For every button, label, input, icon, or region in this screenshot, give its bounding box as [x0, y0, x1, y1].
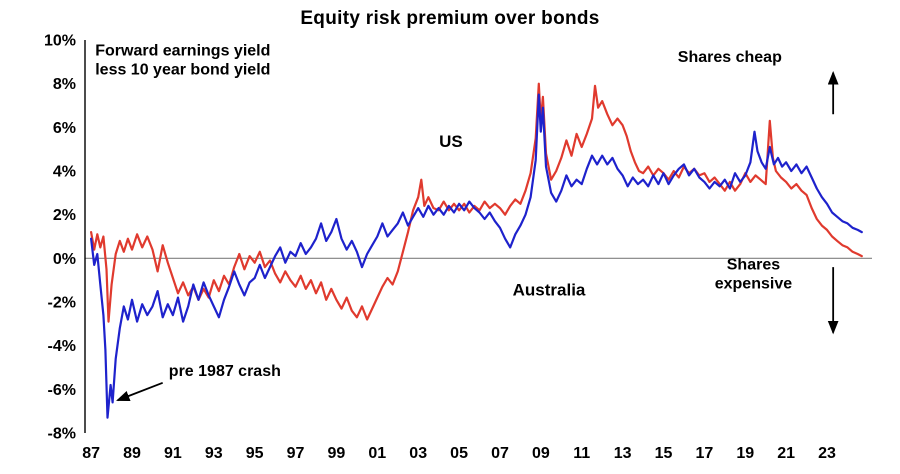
- y-tick-label: -4%: [48, 338, 76, 355]
- x-tick-label: 09: [532, 445, 550, 462]
- x-tick-label: 19: [736, 445, 754, 462]
- x-tick-label: 03: [409, 445, 427, 462]
- x-tick-label: 91: [164, 445, 182, 462]
- x-tick-label: 17: [695, 445, 713, 462]
- y-tick-label: 8%: [53, 76, 76, 93]
- australia-series-label: Australia: [513, 280, 586, 299]
- pre-1987-crash-arrow: [116, 381, 164, 402]
- x-tick-label: 13: [614, 445, 632, 462]
- x-tick-label: 95: [246, 445, 264, 462]
- x-tick-label: 21: [777, 445, 795, 462]
- pre-1987-crash-label: pre 1987 crash: [169, 363, 281, 380]
- y-tick-label: -8%: [48, 426, 76, 443]
- x-tick-label: 05: [450, 445, 468, 462]
- y-tick-label: 10%: [44, 33, 76, 50]
- x-tick-label: 93: [205, 445, 223, 462]
- shares-expensive-label: Shares expensive: [715, 256, 792, 292]
- x-tick-label: 87: [82, 445, 100, 462]
- x-tick-label: 89: [123, 445, 141, 462]
- y-tick-label: 0%: [53, 251, 76, 268]
- x-tick-label: 97: [287, 445, 305, 462]
- us-series-label: US: [439, 132, 463, 151]
- chart-title: Equity risk premium over bonds: [300, 8, 600, 29]
- y-tick-label: 2%: [53, 207, 76, 224]
- x-tick-label: 07: [491, 445, 509, 462]
- subtitle-note: Forward earnings yield less 10 year bond …: [95, 42, 270, 78]
- y-tick-label: 6%: [53, 120, 76, 137]
- x-tick-label: 15: [655, 445, 673, 462]
- series-line-australia: [89, 93, 863, 419]
- x-tick-label: 99: [328, 445, 346, 462]
- x-tick-label: 01: [368, 445, 386, 462]
- y-tick-label: 4%: [53, 164, 76, 181]
- shares-cheap-label: Shares cheap: [678, 49, 782, 66]
- y-tick-label: -6%: [48, 382, 76, 399]
- x-tick-label: 11: [573, 445, 590, 462]
- x-tick-label: 23: [818, 445, 836, 462]
- y-tick-label: -2%: [48, 295, 76, 312]
